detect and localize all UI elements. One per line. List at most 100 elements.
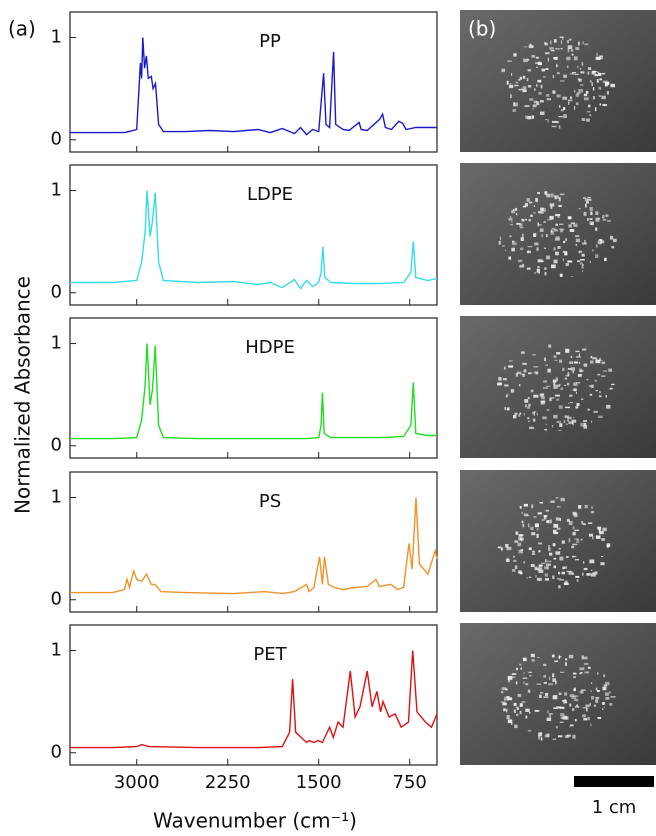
speckle bbox=[518, 414, 521, 417]
speckle bbox=[603, 674, 606, 678]
speckle bbox=[601, 538, 605, 541]
speckle bbox=[548, 545, 551, 549]
speckle bbox=[572, 555, 575, 558]
speckle bbox=[546, 98, 551, 101]
speckle bbox=[568, 224, 572, 228]
speckle bbox=[602, 214, 605, 219]
speckle bbox=[569, 726, 571, 728]
speckle bbox=[530, 214, 533, 217]
speckle bbox=[534, 566, 538, 571]
speckle bbox=[582, 706, 587, 709]
speckle bbox=[505, 708, 508, 713]
speckle bbox=[530, 526, 534, 530]
speckle bbox=[606, 91, 609, 95]
speckle bbox=[599, 717, 602, 719]
speckle bbox=[528, 523, 530, 528]
speckle bbox=[552, 379, 557, 383]
speckle bbox=[595, 227, 598, 231]
speckle bbox=[574, 73, 579, 75]
speckle bbox=[575, 93, 579, 97]
speckle bbox=[534, 710, 540, 712]
speckle bbox=[527, 59, 530, 61]
speckle bbox=[591, 82, 593, 86]
speckle bbox=[578, 208, 581, 210]
speckle bbox=[562, 96, 568, 100]
speckle bbox=[574, 699, 579, 702]
speckle bbox=[576, 382, 581, 384]
speckle bbox=[573, 676, 576, 678]
speckle bbox=[564, 251, 568, 256]
speckle bbox=[521, 520, 524, 524]
speckle bbox=[567, 40, 569, 44]
speckle bbox=[528, 420, 530, 423]
speckle bbox=[566, 556, 569, 558]
speckle bbox=[514, 540, 518, 543]
speckle bbox=[553, 39, 557, 43]
speckle bbox=[539, 228, 544, 232]
speckle bbox=[559, 359, 562, 363]
speckle bbox=[590, 573, 596, 577]
speckle bbox=[565, 658, 568, 661]
speckle bbox=[552, 738, 557, 741]
speckle bbox=[527, 397, 530, 399]
speckle bbox=[538, 92, 542, 95]
speckle bbox=[556, 578, 561, 580]
speckle bbox=[519, 703, 523, 707]
speckle bbox=[533, 366, 539, 368]
speckle bbox=[569, 38, 572, 41]
speckle bbox=[509, 84, 514, 89]
speckle bbox=[567, 368, 572, 370]
speckle bbox=[584, 198, 588, 202]
speckle bbox=[556, 398, 560, 401]
speckle bbox=[538, 564, 543, 567]
speckle bbox=[566, 519, 570, 522]
panel-title: LDPE bbox=[247, 184, 293, 205]
speckle bbox=[514, 84, 519, 87]
sample-photo bbox=[460, 10, 656, 152]
speckle bbox=[509, 216, 512, 218]
speckle bbox=[522, 75, 526, 79]
speckle bbox=[535, 371, 539, 375]
speckle bbox=[558, 571, 560, 575]
speckle bbox=[502, 702, 507, 706]
speckle bbox=[525, 115, 528, 119]
speckle bbox=[527, 417, 530, 420]
speckle bbox=[497, 382, 502, 386]
speckle bbox=[586, 201, 589, 204]
speckle bbox=[542, 208, 546, 212]
speckle bbox=[556, 72, 560, 75]
speckle bbox=[582, 714, 587, 718]
speckle bbox=[558, 204, 562, 207]
speckle bbox=[513, 102, 518, 107]
speckle bbox=[583, 718, 588, 721]
speckle bbox=[536, 66, 539, 68]
speckle bbox=[558, 429, 562, 431]
speckle bbox=[599, 357, 601, 361]
speckle bbox=[555, 497, 559, 499]
speckle bbox=[523, 369, 527, 373]
speckle bbox=[545, 385, 551, 387]
speckle bbox=[536, 683, 541, 685]
speckle bbox=[583, 93, 588, 97]
speckle bbox=[519, 227, 524, 229]
speckle bbox=[580, 68, 582, 70]
speckle bbox=[590, 511, 595, 514]
speckle bbox=[560, 109, 564, 112]
speckle bbox=[583, 97, 589, 101]
speckle bbox=[549, 203, 555, 207]
speckle bbox=[581, 398, 584, 400]
speckle bbox=[538, 736, 540, 740]
speckle bbox=[553, 414, 558, 419]
speckle bbox=[543, 387, 548, 389]
speckle bbox=[574, 559, 579, 561]
speckle bbox=[540, 207, 544, 211]
speckle bbox=[587, 104, 591, 108]
speckle bbox=[605, 395, 607, 398]
speckle bbox=[533, 516, 537, 518]
speckle bbox=[539, 63, 542, 66]
speckle bbox=[522, 233, 524, 238]
speckle bbox=[589, 559, 595, 564]
speckle bbox=[585, 203, 587, 208]
speckle bbox=[540, 737, 543, 741]
speckle bbox=[570, 402, 573, 404]
